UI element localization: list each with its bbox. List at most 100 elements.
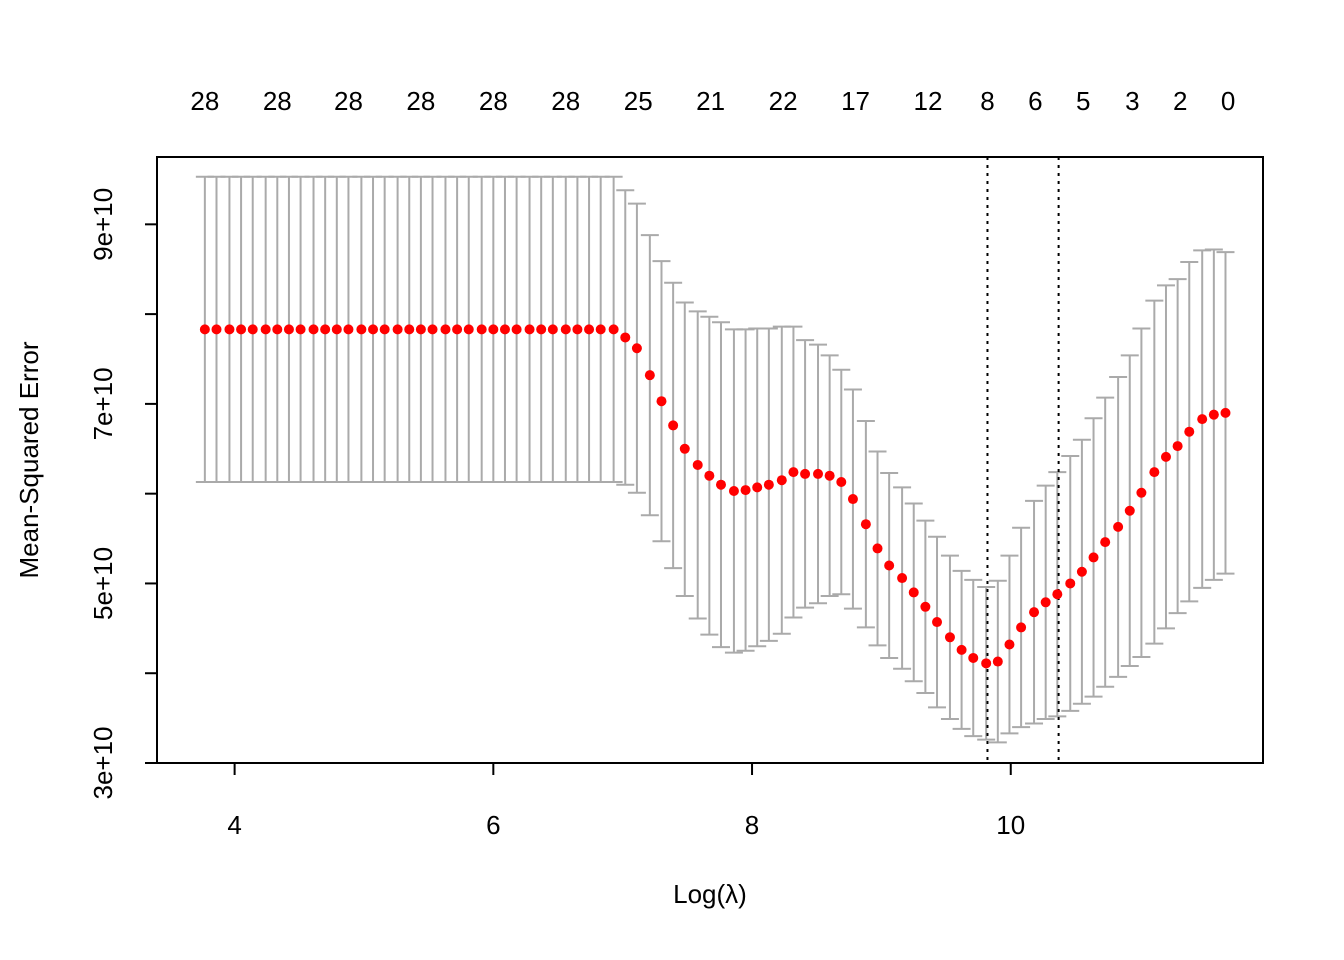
top-axis-label: 28	[334, 86, 363, 116]
data-point	[199, 324, 210, 335]
data-point	[283, 324, 294, 335]
data-point	[1160, 451, 1171, 462]
data-point	[932, 617, 943, 628]
data-point	[788, 467, 799, 478]
data-point	[427, 324, 438, 335]
data-point	[715, 479, 726, 490]
data-point	[547, 324, 558, 335]
x-tick-label: 6	[486, 810, 500, 840]
x-axis: 4 6 8 10	[227, 762, 1025, 840]
top-axis-label: 28	[190, 86, 219, 116]
x-tick-label: 4	[227, 810, 241, 840]
data-point	[704, 470, 715, 481]
top-axis-label: 28	[263, 86, 292, 116]
data-point	[584, 324, 595, 335]
data-point	[404, 324, 415, 335]
data-point	[656, 396, 667, 407]
top-axis-label: 17	[841, 86, 870, 116]
data-point	[1029, 607, 1040, 618]
data-point	[644, 370, 655, 381]
data-point	[1124, 505, 1135, 516]
data-point	[1208, 409, 1219, 420]
top-axis-label: 8	[980, 86, 994, 116]
data-point	[452, 324, 463, 335]
data-point	[992, 656, 1003, 667]
data-point	[776, 475, 787, 486]
data-point	[488, 324, 499, 335]
data-point	[679, 443, 690, 454]
data-point	[331, 324, 342, 335]
data-point	[608, 324, 619, 335]
data-point	[1149, 467, 1160, 478]
top-axis-label: 0	[1221, 86, 1235, 116]
top-axis-label: 3	[1125, 86, 1139, 116]
data-point	[392, 324, 403, 335]
top-axis-label: 6	[1028, 86, 1042, 116]
data-point	[476, 324, 487, 335]
data-point	[872, 543, 883, 554]
data-point	[1076, 566, 1087, 577]
data-point	[728, 485, 739, 496]
data-point	[560, 324, 571, 335]
data-point	[692, 459, 703, 470]
top-axis-label: 28	[479, 86, 508, 116]
y-axis-label: Mean-Squared Error	[14, 341, 44, 578]
data-point	[668, 420, 679, 431]
data-point	[368, 324, 379, 335]
data-point	[343, 324, 354, 335]
data-point	[884, 560, 895, 571]
data-point	[631, 343, 642, 354]
data-point	[956, 644, 967, 655]
data-point	[260, 324, 271, 335]
data-point	[1100, 537, 1111, 548]
y-axis: 3e+10 5e+10 7e+10 9e+10	[88, 188, 158, 800]
data-point	[511, 324, 522, 335]
data-point	[620, 332, 631, 343]
y-tick-label: 5e+10	[88, 547, 118, 620]
x-tick-label: 10	[996, 810, 1025, 840]
data-point	[595, 324, 606, 335]
data-point	[1184, 426, 1195, 437]
y-tick-label: 3e+10	[88, 726, 118, 799]
data-point	[740, 485, 751, 496]
data-point	[463, 324, 474, 335]
y-tick-label: 7e+10	[88, 367, 118, 440]
data-point	[499, 324, 510, 335]
data-point	[1004, 639, 1015, 650]
data-point	[860, 519, 871, 530]
data-point	[572, 324, 583, 335]
data-point	[897, 573, 908, 584]
top-axis-label: 12	[914, 86, 943, 116]
x-tick-label: 8	[745, 810, 759, 840]
data-point	[356, 324, 367, 335]
data-point	[211, 324, 222, 335]
data-point	[236, 324, 247, 335]
data-point	[1088, 552, 1099, 563]
top-axis-label: 28	[551, 86, 580, 116]
data-point	[272, 324, 283, 335]
error-bars-group	[195, 175, 1235, 744]
data-point	[800, 468, 811, 479]
data-point	[440, 324, 451, 335]
data-point	[1040, 597, 1051, 608]
data-point	[1065, 578, 1076, 589]
top-axis-label: 28	[406, 86, 435, 116]
top-axis-label: 2	[1173, 86, 1187, 116]
data-point	[836, 476, 847, 487]
data-point	[308, 324, 319, 335]
data-point	[981, 658, 992, 669]
data-point	[908, 587, 919, 598]
data-point	[295, 324, 306, 335]
top-axis-label: 21	[696, 86, 725, 116]
data-point	[1052, 589, 1063, 600]
data-point	[847, 494, 858, 505]
data-point	[813, 468, 824, 479]
data-point	[752, 482, 763, 493]
top-axis: 28 28 28 28 28 28 25 21 22 17 12 8 6 5 3 2 0	[190, 86, 1235, 116]
data-point	[1113, 521, 1124, 532]
data-point	[944, 632, 955, 643]
points-group	[199, 324, 1231, 669]
data-point	[920, 601, 931, 612]
